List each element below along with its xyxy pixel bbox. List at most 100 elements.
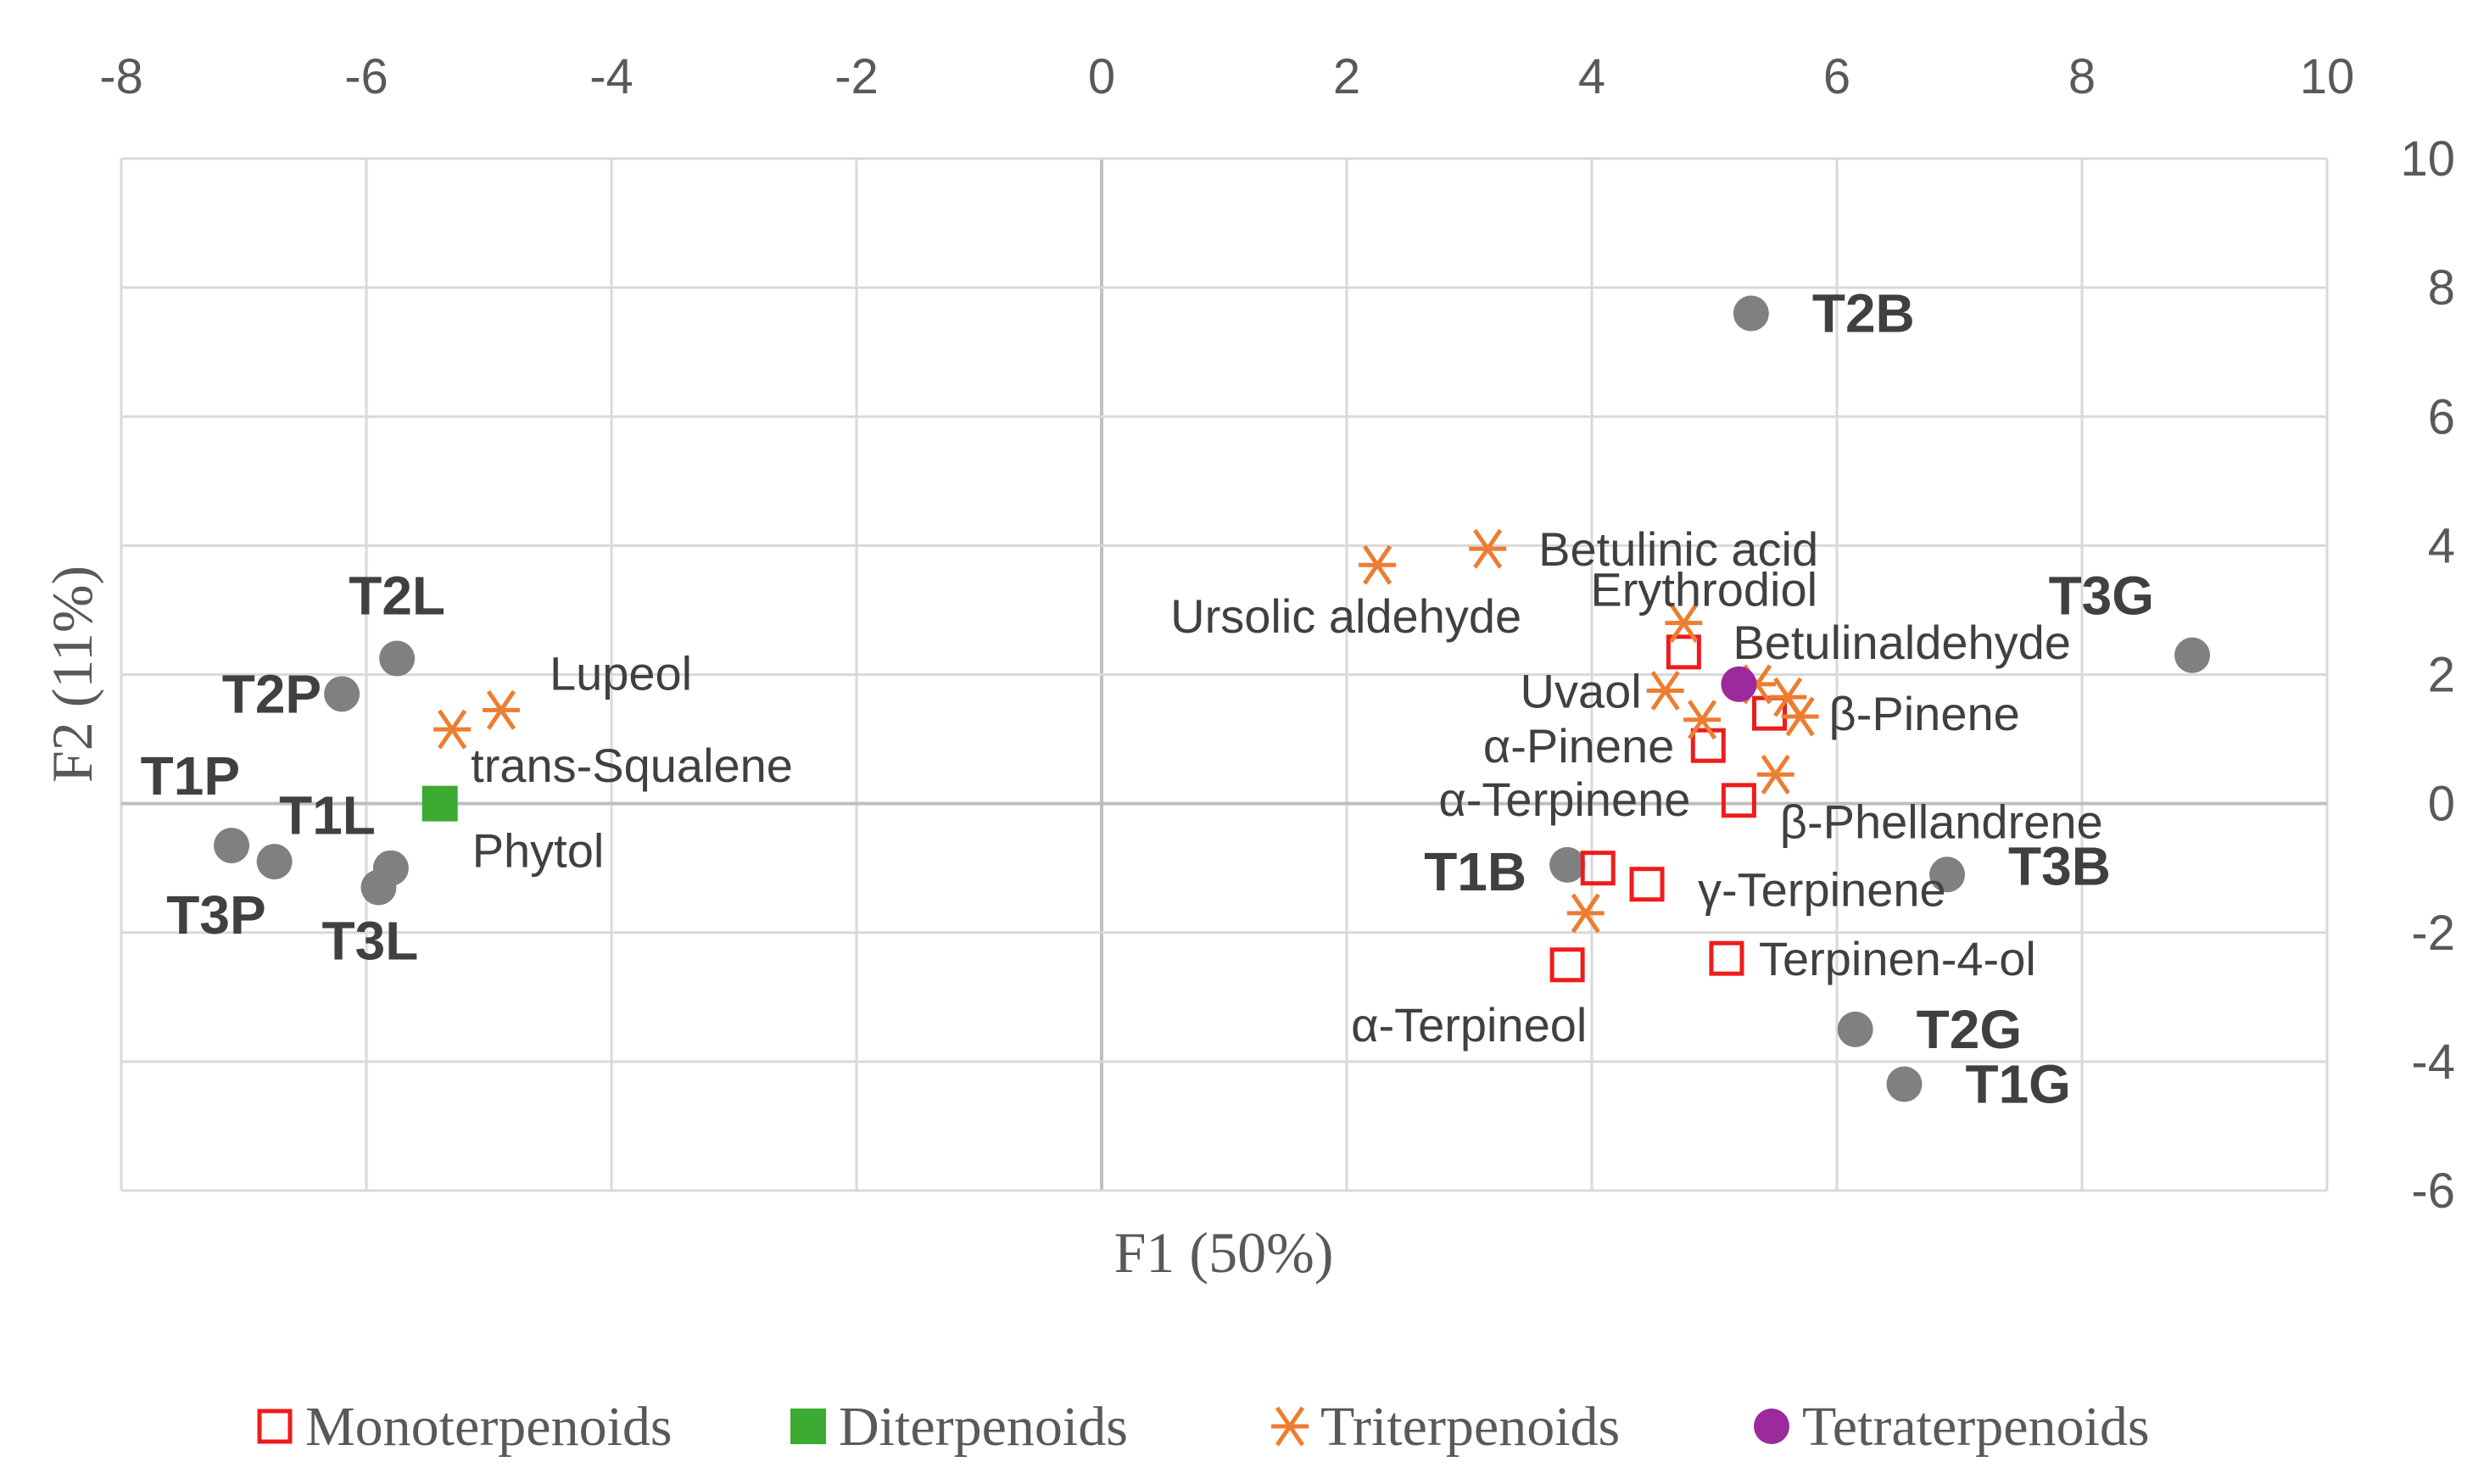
legend-marker <box>1271 1406 1309 1447</box>
legend-label: Monoterpenoids <box>305 1396 673 1458</box>
compound-point <box>1756 754 1794 795</box>
y-tick-label: -6 <box>2411 1163 2455 1219</box>
compound-label: trans-Squalene <box>471 739 793 792</box>
sample-label: T1P <box>141 745 240 806</box>
compound-point <box>1549 947 1585 983</box>
y-tick-label: -4 <box>2411 1035 2455 1090</box>
sample-point <box>1549 846 1586 883</box>
compound-point <box>1683 700 1722 740</box>
sample-point <box>1733 295 1769 332</box>
compound-point <box>1665 603 1703 644</box>
legend-item: Diterpenoids <box>790 1396 1128 1458</box>
sample-label: T3G <box>2049 566 2154 627</box>
sample-point <box>379 640 416 677</box>
compound-label: α-Terpinene <box>1438 773 1690 826</box>
compound-point <box>433 709 472 750</box>
compound-point <box>1721 666 1757 702</box>
sample-label: T1L <box>279 785 376 846</box>
x-tick-label: 6 <box>1823 49 1850 104</box>
compound-point <box>421 785 458 822</box>
sample-label: T3P <box>166 884 265 946</box>
compound-label: Betulinic acid <box>1538 522 1818 576</box>
compound-point <box>1690 728 1726 763</box>
y-axis-title: F2 (11%) <box>40 566 104 783</box>
compound-label: β-Phellandrene <box>1780 795 2103 848</box>
x-tick-label: -4 <box>589 49 633 104</box>
x-tick-label: -2 <box>834 49 879 104</box>
x-axis-title: F1 (50%) <box>1114 1220 1334 1285</box>
compound-point <box>1566 893 1605 934</box>
y-tick-label: 8 <box>2428 260 2455 315</box>
compound-label: Phytol <box>472 824 605 878</box>
sample-label: T2L <box>349 565 445 626</box>
y-tick-label: 6 <box>2428 389 2455 444</box>
compound-label: α-Terpineol <box>1351 998 1587 1052</box>
legend: Monoterpenoids Diterpenoids Triterpenoids T… <box>257 1396 2150 1458</box>
series-samples <box>214 295 2211 1102</box>
compound-point <box>1469 528 1507 569</box>
sample-label: T2P <box>222 663 321 724</box>
compound-point <box>1359 544 1397 585</box>
x-tick-label: 0 <box>1088 49 1115 104</box>
sample-point <box>324 676 360 712</box>
sample-point <box>256 844 293 880</box>
series-diterpenoids <box>421 785 458 822</box>
compound-label: Lupeol <box>550 646 692 700</box>
sample-label: T3B <box>2008 835 2111 896</box>
sample-label: T2G <box>1917 999 2022 1060</box>
compound-label: Ursolic aldehyde <box>1170 589 1521 643</box>
sample-point <box>214 828 250 864</box>
legend-item: Tetraterpenoids <box>1754 1396 2150 1458</box>
x-tick-label: 4 <box>1578 49 1605 104</box>
sample-point <box>1837 1011 1873 1047</box>
x-tick-label: 8 <box>2068 49 2096 104</box>
data-points <box>214 295 2211 1102</box>
compound-point <box>1666 634 1701 670</box>
x-tick-label: -6 <box>344 49 388 104</box>
grid <box>120 157 2329 1192</box>
compound-label: β-Pinene <box>1829 687 2020 740</box>
compound-point <box>1709 940 1744 976</box>
sample-point <box>360 869 397 906</box>
compound-point <box>1580 851 1616 886</box>
legend-marker <box>1754 1409 1789 1444</box>
y-tick-label: 0 <box>2428 777 2455 832</box>
compound-label: γ-Terpinene <box>1698 863 1946 917</box>
legend-marker <box>790 1409 826 1444</box>
compound-label: Uvaol <box>1521 665 1642 718</box>
compound-point <box>1721 783 1756 818</box>
sample-label: T2B <box>1812 283 1915 344</box>
sample-point <box>1929 856 1966 893</box>
compound-label: Erythrodiol <box>1590 563 1817 616</box>
compound-label: α-Pinene <box>1483 719 1674 773</box>
compound-point <box>482 689 520 730</box>
tick-labels: -8 -6 -4 -2 0 2 4 6 8 10 10 8 6 4 2 0 -2 -4 -6 <box>99 49 2455 1219</box>
legend-marker <box>257 1409 293 1444</box>
x-tick-label: 10 <box>2300 49 2355 104</box>
sample-label: T1G <box>1965 1053 2070 1114</box>
compound-point <box>1646 671 1684 711</box>
series-tetraterpenoids <box>1721 666 1757 702</box>
sample-label: T1B <box>1424 841 1527 902</box>
legend-item: Monoterpenoids <box>257 1396 673 1458</box>
legend-label: Triterpenoids <box>1320 1396 1620 1458</box>
sample-point <box>1886 1066 1923 1102</box>
compound-point <box>1781 696 1819 737</box>
compound-point <box>1629 867 1665 902</box>
legend-label: Diterpenoids <box>839 1396 1128 1458</box>
y-tick-label: -2 <box>2411 906 2455 961</box>
series-triterpenoids <box>433 528 1819 934</box>
legend-label: Tetraterpenoids <box>1802 1396 2150 1458</box>
y-tick-label: 10 <box>2400 131 2455 187</box>
compound-label: Terpinen-4-ol <box>1759 932 2036 985</box>
x-tick-label: 2 <box>1333 49 1360 104</box>
sample-point <box>2174 637 2211 673</box>
y-tick-label: 2 <box>2428 648 2455 703</box>
sample-label: T3L <box>322 911 419 972</box>
legend-item: Triterpenoids <box>1271 1396 1620 1458</box>
x-tick-label: -8 <box>99 49 143 104</box>
y-tick-label: 4 <box>2428 518 2455 573</box>
